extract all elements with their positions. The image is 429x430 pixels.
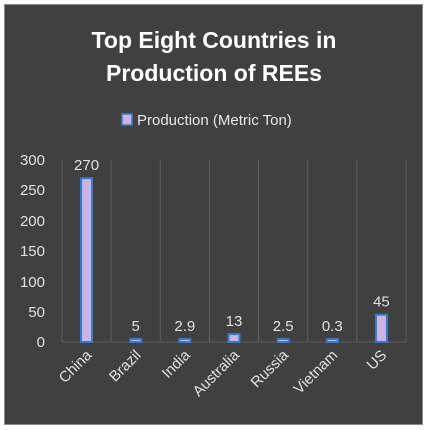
y-tick-150: 150 <box>20 243 45 260</box>
data-labels: 270 5 2.9 13 2.5 0.3 45 <box>74 157 390 335</box>
y-tick-0: 0 <box>37 334 45 351</box>
bars <box>80 177 388 344</box>
category-label-us: US <box>363 347 390 374</box>
bar-vietnam <box>325 338 339 343</box>
bar-china <box>80 177 94 343</box>
bar-us <box>374 313 388 344</box>
category-label-australia: Australia <box>190 346 244 400</box>
data-label-vietnam: 0.3 <box>322 318 343 335</box>
category-label-vietnam: Vietnam <box>290 347 341 398</box>
category-label-russia: Russia <box>248 346 293 391</box>
y-tick-300: 300 <box>20 152 45 169</box>
data-label-india: 2.9 <box>174 318 195 335</box>
category-label-brazil: Brazil <box>106 347 145 386</box>
data-label-china: 270 <box>74 157 99 174</box>
chart-title-line-2: Production of REEs <box>106 60 322 86</box>
chart-frame <box>4 4 423 425</box>
bar-australia <box>227 333 241 344</box>
bar-india <box>178 338 192 343</box>
chart-title-line-1: Top Eight Countries in <box>92 27 337 53</box>
y-tick-250: 250 <box>20 182 45 199</box>
bar-brazil <box>129 337 143 344</box>
category-label-india: India <box>159 346 194 381</box>
y-tick-200: 200 <box>20 213 45 230</box>
data-label-brazil: 5 <box>132 318 140 335</box>
data-label-russia: 2.5 <box>273 318 294 335</box>
data-label-us: 45 <box>373 294 390 311</box>
data-label-australia: 13 <box>226 313 243 330</box>
y-tick-100: 100 <box>20 274 45 291</box>
bar-russia <box>276 338 290 343</box>
category-label-china: China <box>56 346 96 386</box>
legend-swatch <box>121 113 133 126</box>
legend-label: Production (Metric Ton) <box>137 112 292 129</box>
y-tick-50: 50 <box>28 304 45 321</box>
